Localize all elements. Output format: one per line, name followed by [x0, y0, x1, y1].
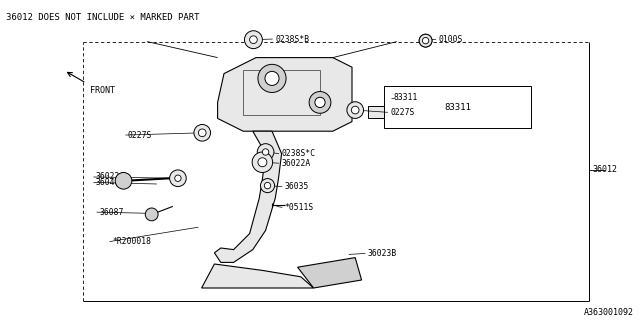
- Ellipse shape: [315, 97, 325, 108]
- Text: 36012 DOES NOT INCLUDE × MARKED PART: 36012 DOES NOT INCLUDE × MARKED PART: [6, 13, 200, 22]
- Ellipse shape: [257, 144, 274, 160]
- Ellipse shape: [244, 31, 262, 49]
- Text: FRONT: FRONT: [90, 86, 115, 95]
- Text: 0227S: 0227S: [390, 108, 415, 117]
- Ellipse shape: [258, 158, 267, 167]
- Text: 83311: 83311: [444, 103, 471, 112]
- Ellipse shape: [419, 34, 432, 47]
- Polygon shape: [218, 58, 352, 131]
- Ellipse shape: [262, 149, 269, 155]
- Ellipse shape: [422, 37, 429, 44]
- Polygon shape: [298, 258, 362, 288]
- Text: 0238S*B: 0238S*B: [275, 35, 309, 44]
- Text: 36023B: 36023B: [368, 249, 397, 258]
- Ellipse shape: [252, 152, 273, 172]
- Text: 36035: 36035: [285, 182, 309, 191]
- Polygon shape: [214, 131, 282, 262]
- Ellipse shape: [419, 34, 432, 47]
- Text: 36022A: 36022A: [282, 159, 311, 168]
- Ellipse shape: [265, 71, 279, 85]
- Ellipse shape: [258, 64, 286, 92]
- Ellipse shape: [115, 172, 132, 189]
- Polygon shape: [368, 106, 384, 118]
- Ellipse shape: [264, 182, 271, 189]
- Text: 0100S: 0100S: [438, 35, 463, 44]
- Ellipse shape: [198, 129, 206, 137]
- Text: 83311: 83311: [394, 93, 418, 102]
- Ellipse shape: [309, 92, 331, 113]
- Text: 0238S*C: 0238S*C: [282, 149, 316, 158]
- Text: 0227S: 0227S: [128, 131, 152, 140]
- Text: *R200018: *R200018: [112, 237, 151, 246]
- Text: 36087: 36087: [99, 208, 124, 217]
- Text: 36012: 36012: [592, 165, 617, 174]
- Ellipse shape: [260, 179, 275, 193]
- Text: A363001092: A363001092: [584, 308, 634, 317]
- Text: *0511S: *0511S: [285, 203, 314, 212]
- Ellipse shape: [145, 208, 158, 221]
- Text: 36040: 36040: [96, 178, 120, 187]
- Ellipse shape: [175, 175, 181, 181]
- Ellipse shape: [347, 102, 364, 118]
- Ellipse shape: [170, 170, 186, 187]
- Ellipse shape: [250, 36, 257, 44]
- Text: 36022A: 36022A: [96, 172, 125, 181]
- Ellipse shape: [194, 124, 211, 141]
- Polygon shape: [384, 86, 531, 128]
- Polygon shape: [202, 264, 314, 288]
- Ellipse shape: [351, 106, 359, 114]
